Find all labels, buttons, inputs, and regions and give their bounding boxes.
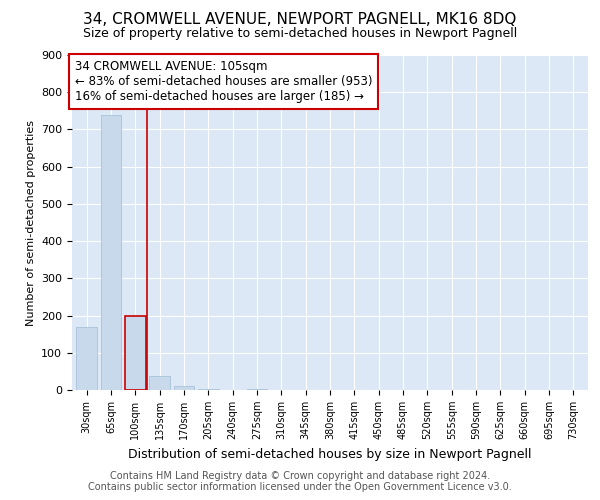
Text: Size of property relative to semi-detached houses in Newport Pagnell: Size of property relative to semi-detach… (83, 28, 517, 40)
Bar (125, 316, 146, 390)
X-axis label: Distribution of semi-detached houses by size in Newport Pagnell: Distribution of semi-detached houses by … (128, 448, 532, 460)
Text: Contains HM Land Registry data © Crown copyright and database right 2024.
Contai: Contains HM Land Registry data © Crown c… (88, 471, 512, 492)
Bar (101, 114, 121, 390)
Bar (76, 326, 97, 390)
Bar (198, 389, 218, 390)
Y-axis label: Number of semi-detached properties: Number of semi-detached properties (26, 120, 35, 326)
Text: 34, CROMWELL AVENUE, NEWPORT PAGNELL, MK16 8DQ: 34, CROMWELL AVENUE, NEWPORT PAGNELL, MK… (83, 12, 517, 28)
Bar (247, 388, 268, 390)
Bar (149, 376, 170, 390)
Text: 34 CROMWELL AVENUE: 105sqm
← 83% of semi-detached houses are smaller (953)
16% o: 34 CROMWELL AVENUE: 105sqm ← 83% of semi… (74, 60, 372, 103)
Bar (173, 386, 194, 390)
